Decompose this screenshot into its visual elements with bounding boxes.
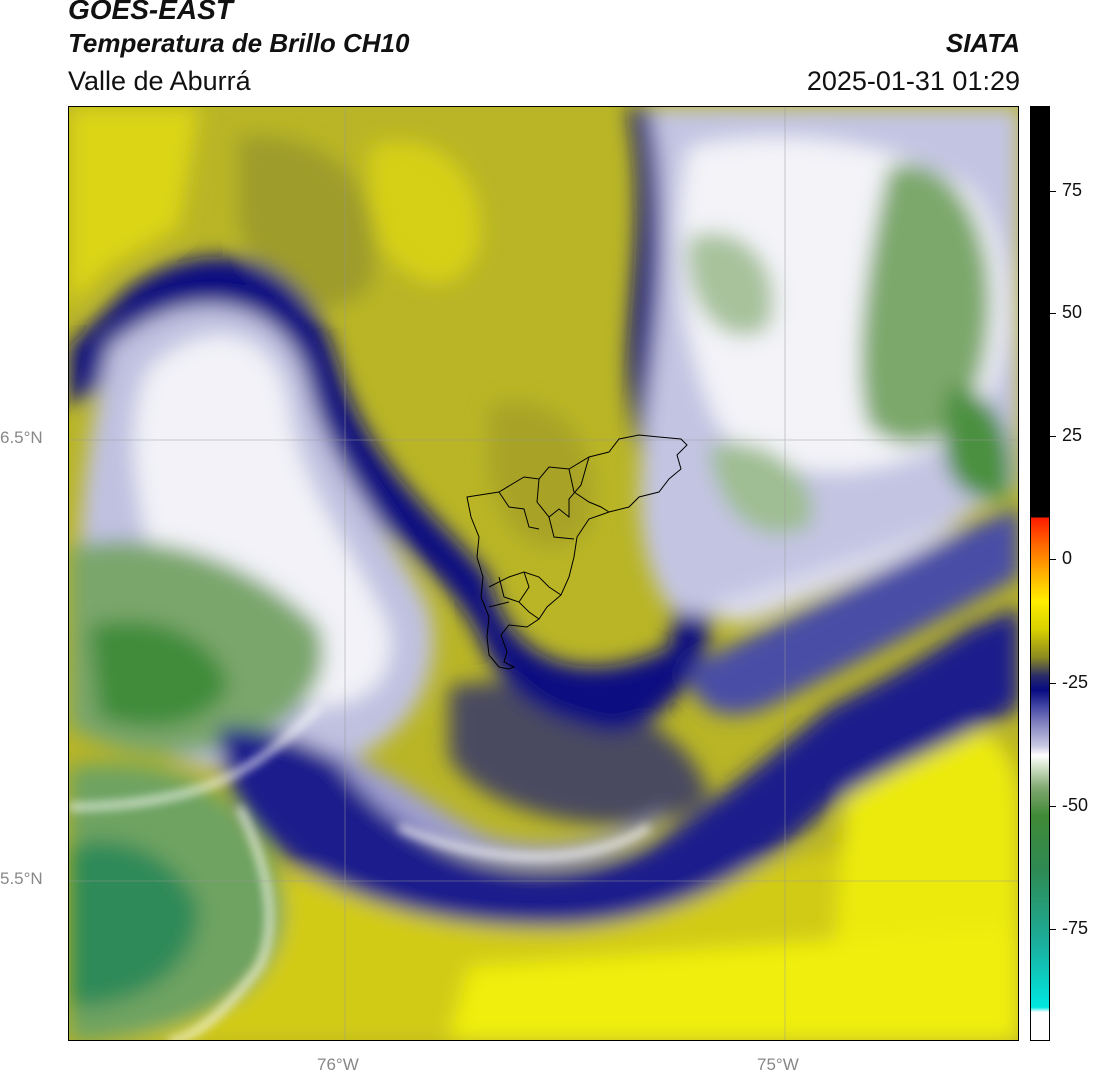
satellite-map[interactable] bbox=[68, 106, 1019, 1041]
lat-label-6-5: 6.5°N bbox=[0, 428, 43, 447]
colorbar-label-minus-50: -50 bbox=[1062, 795, 1089, 815]
lon-label-75w: 75°W bbox=[757, 1055, 799, 1074]
colorbar-tick bbox=[1050, 929, 1056, 930]
colorbar-tick bbox=[1050, 559, 1056, 560]
agency-label: SIATA bbox=[945, 28, 1020, 58]
graticule bbox=[69, 107, 1018, 1040]
region-subtitle: Valle de Aburrá bbox=[68, 66, 251, 96]
colorbar-tick bbox=[1050, 313, 1056, 314]
colorbar-tick bbox=[1050, 806, 1056, 807]
colorbar-label-25: 25 bbox=[1062, 425, 1083, 445]
brightness-temperature-field bbox=[69, 107, 1018, 1040]
product-title: Temperatura de Brillo CH10 bbox=[68, 28, 410, 58]
colorbar-tick bbox=[1050, 436, 1056, 437]
colorbar-tick bbox=[1050, 683, 1056, 684]
colorbar-label-minus-25: -25 bbox=[1062, 672, 1089, 692]
colorbar-label-minus-75: -75 bbox=[1062, 918, 1089, 938]
colorbar-label-0: 0 bbox=[1062, 548, 1073, 568]
colorbar-label-50: 50 bbox=[1062, 302, 1083, 322]
lat-label-5-5: 5.5°N bbox=[0, 869, 43, 888]
satellite-title: GOES-EAST bbox=[68, 0, 233, 25]
colorbar-tick bbox=[1050, 191, 1056, 192]
municipal-boundaries bbox=[466, 434, 688, 670]
lon-label-76w: 76°W bbox=[317, 1055, 359, 1074]
datetime-label: 2025-01-31 01:29 bbox=[806, 66, 1020, 96]
colorbar-label-75: 75 bbox=[1062, 180, 1083, 200]
colorbar bbox=[1030, 106, 1050, 1041]
